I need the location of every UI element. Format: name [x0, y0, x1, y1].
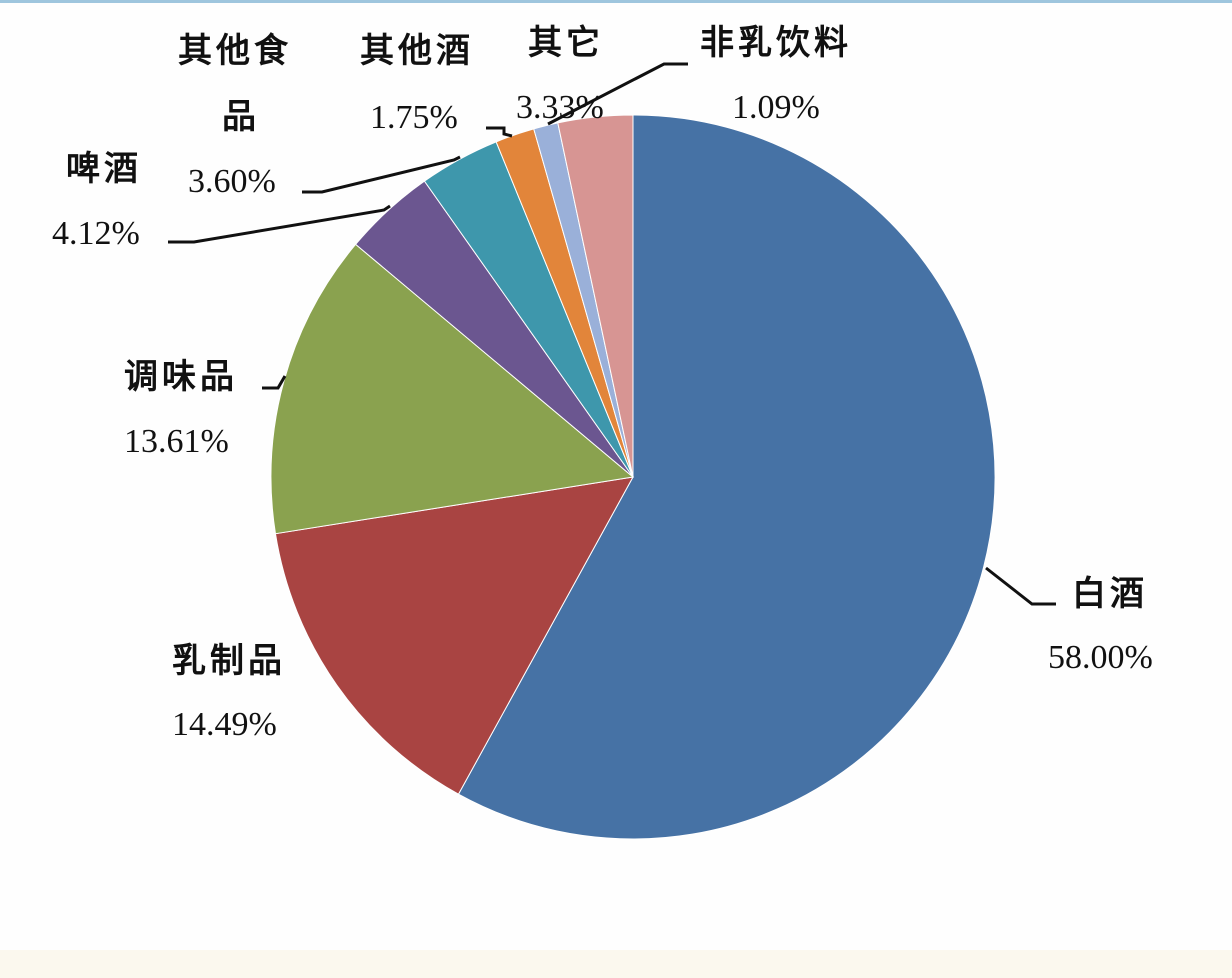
slice-label-4: 啤酒 — [66, 149, 142, 189]
slice-label-8: 其它 — [528, 23, 604, 63]
slice-value-6: 1.75% — [370, 99, 458, 136]
leader-line-1 — [985, 566, 1056, 606]
leader-line-4 — [168, 204, 391, 244]
leader-line-3 — [262, 375, 287, 390]
slice-label-3: 调味品 — [124, 357, 238, 397]
leader-line-7 — [547, 62, 688, 126]
slice-value-7: 1.09% — [732, 89, 820, 126]
slice-value-1: 58.00% — [1048, 639, 1153, 676]
slice-label-7: 非乳饮料 — [700, 23, 852, 63]
slices-group — [270, 114, 996, 840]
slice-value-8: 3.33% — [516, 89, 604, 126]
leader-line-5 — [302, 155, 461, 194]
slice-label-6: 其他酒 — [360, 31, 474, 71]
pie-slice-2 — [274, 476, 634, 795]
bottom-strip — [0, 950, 1232, 978]
slice-label-2: 乳制品 — [172, 641, 286, 681]
pie-slice-8 — [557, 114, 634, 478]
slice-value-4: 4.12% — [52, 215, 140, 252]
leader-line-6 — [486, 126, 513, 138]
slice-label-5-line-2: 品 — [222, 97, 260, 137]
pie-slice-1 — [457, 114, 996, 840]
slice-value-2: 14.49% — [172, 706, 277, 743]
top-border — [0, 0, 1232, 3]
leader-lines-group — [168, 62, 1056, 606]
slice-value-5: 3.60% — [188, 163, 276, 200]
slice-label-5-line-1: 其他食 — [178, 31, 292, 71]
slice-label-1: 白酒 — [1072, 574, 1148, 614]
slice-value-3: 13.61% — [124, 423, 229, 460]
